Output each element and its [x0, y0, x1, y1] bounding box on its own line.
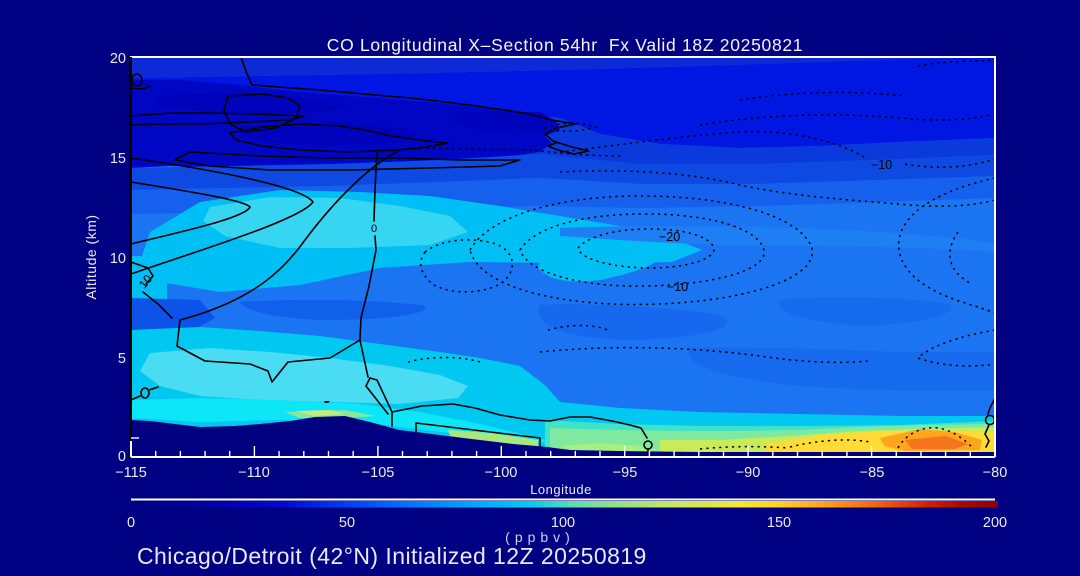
- svg-text:(ppbv): (ppbv): [505, 529, 575, 545]
- svg-text:−100: −100: [485, 465, 518, 481]
- svg-text:Longitude: Longitude: [530, 482, 592, 497]
- svg-text:150: 150: [767, 515, 791, 531]
- svg-text:−115: −115: [115, 465, 147, 481]
- svg-text:−85: −85: [860, 465, 885, 481]
- svg-text:20: 20: [110, 51, 126, 67]
- svg-text:50: 50: [339, 515, 355, 531]
- svg-text:Altitude (km): Altitude (km): [83, 214, 99, 299]
- svg-text:5: 5: [118, 351, 126, 367]
- svg-text:−20: −20: [659, 230, 680, 244]
- svg-text:0: 0: [127, 515, 135, 531]
- svg-text:−10: −10: [667, 280, 688, 294]
- svg-text:−80: −80: [983, 465, 1008, 481]
- svg-text:−110: −110: [238, 465, 270, 481]
- svg-text:0: 0: [118, 449, 126, 465]
- svg-text:0: 0: [371, 223, 377, 235]
- svg-text:10: 10: [110, 251, 126, 267]
- svg-text:15: 15: [110, 151, 126, 167]
- svg-text:Chicago/Detroit (42°N) Initial: Chicago/Detroit (42°N) Initialized 12Z 2…: [137, 543, 647, 569]
- svg-text:200: 200: [983, 515, 1007, 531]
- svg-text:−95: −95: [613, 465, 638, 481]
- svg-text:CO Longitudinal X–Section 54hr: CO Longitudinal X–Section 54hr Fx Valid …: [327, 35, 804, 55]
- svg-text:−10: −10: [871, 158, 892, 172]
- svg-text:−105: −105: [362, 465, 395, 481]
- svg-text:100: 100: [551, 515, 575, 531]
- svg-text:−90: −90: [736, 465, 761, 481]
